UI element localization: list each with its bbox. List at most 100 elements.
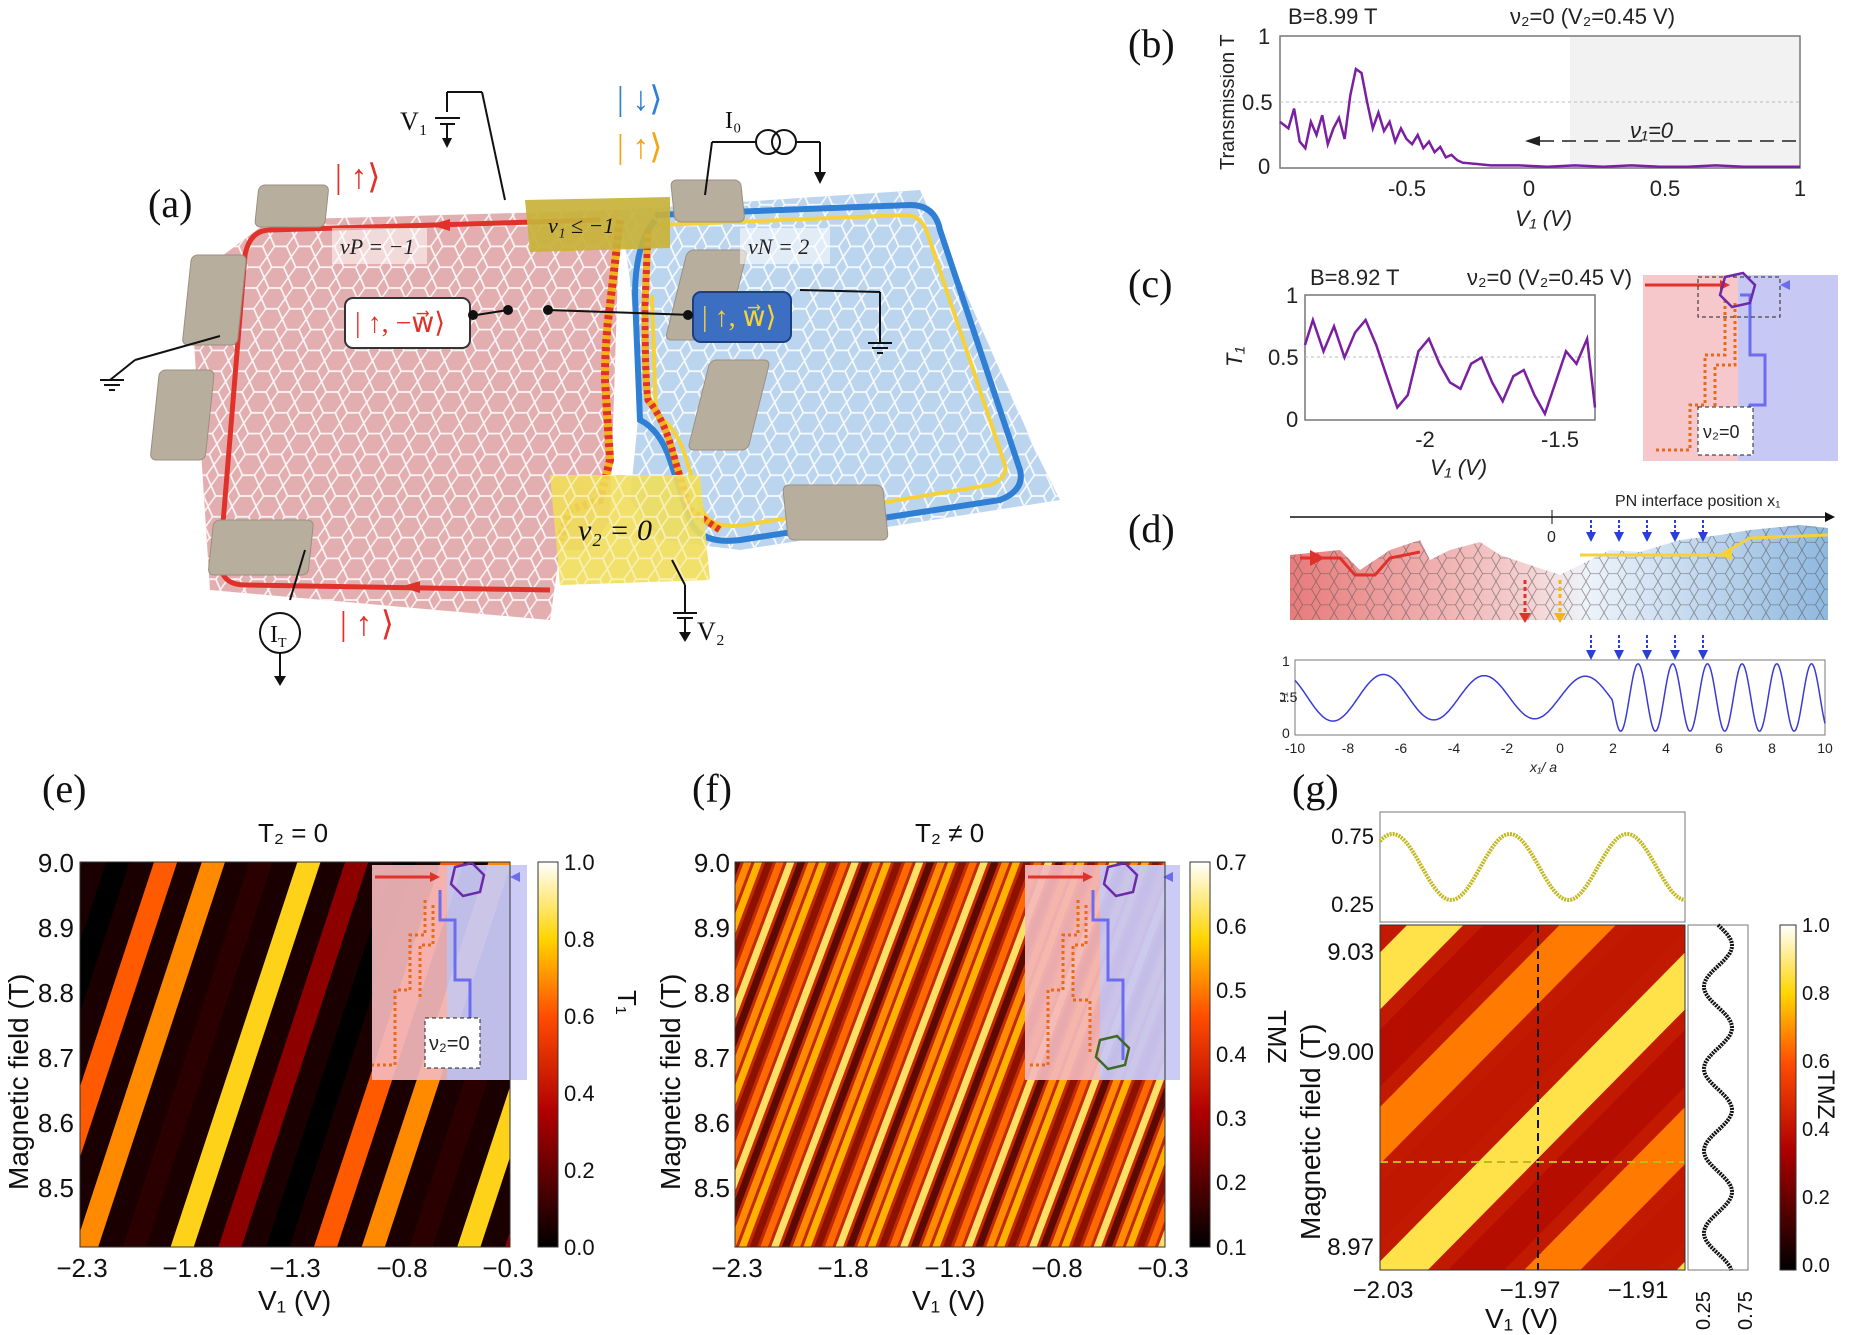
f-stripes-band xyxy=(803,862,956,1247)
d-xtick: 4 xyxy=(1662,740,1670,756)
f-cbtick: 0.2 xyxy=(1216,1170,1247,1195)
f-ytick: 8.7 xyxy=(694,1043,730,1073)
g-cbtick: 0.2 xyxy=(1802,1187,1830,1209)
state-up-orange: | ↑⟩ xyxy=(617,129,663,166)
f-stripes-band xyxy=(735,862,806,1049)
f-ytick: 9.0 xyxy=(694,848,730,878)
b-annotation: ν₁=0 xyxy=(1630,118,1674,143)
d-ylabel: T₁ xyxy=(1280,691,1289,705)
g-cbtick: 0.8 xyxy=(1802,983,1830,1005)
f-colorbar xyxy=(1189,861,1211,1248)
b-xtick-05: 0.5 xyxy=(1650,176,1681,201)
nu-n-label: νN = 2 xyxy=(748,234,809,259)
e-stripes-band xyxy=(122,862,273,1247)
red-edge-channel xyxy=(217,217,601,593)
f-stripes-band xyxy=(735,862,881,1247)
contacts xyxy=(150,179,889,576)
f-stripes-band xyxy=(735,862,795,1020)
f-ylabel: Magnetic field (T) xyxy=(655,974,686,1190)
g-colorbar-ticks: 1.0 0.8 0.6 0.4 0.2 0.0 xyxy=(1802,915,1830,1277)
contact-top-right xyxy=(670,179,745,223)
f-stripes-band xyxy=(735,862,870,1220)
g-ytick: 9.00 xyxy=(1327,1039,1374,1066)
f-stripes-band xyxy=(738,862,892,1247)
g-top-trace xyxy=(1378,832,1686,902)
e-xtick: −1.8 xyxy=(162,1253,213,1283)
f-stripes-band xyxy=(867,862,1021,1247)
c-inset: ν₂=0 xyxy=(1643,271,1838,461)
d-ytick-05: 0.5 xyxy=(1280,689,1298,705)
f-yticks: 9.0 8.9 8.8 8.7 8.6 8.5 xyxy=(694,848,730,1203)
g-stripes-band xyxy=(1380,952,1685,1270)
e-stripes-band xyxy=(457,1086,510,1247)
g-side-xtick: 0.25 xyxy=(1693,1291,1715,1330)
b-series-line xyxy=(1279,66,1800,168)
chart-d: 0 PN interface position x₁ xyxy=(1280,493,1835,775)
g-cbtick: 0.6 xyxy=(1802,1051,1830,1073)
e-colorbar-ticks: 1.0 0.8 0.6 0.4 0.2 0.0 xyxy=(564,850,595,1260)
f-stripes-band xyxy=(760,862,913,1247)
e-stripes-band xyxy=(218,862,369,1247)
e-cbtick: 0.2 xyxy=(564,1158,595,1183)
c-xtick-m15: -1.5 xyxy=(1541,427,1579,452)
g-top-ytick: 0.25 xyxy=(1331,892,1374,917)
c-title-right: ν₂=0 (V₂=0.45 V) xyxy=(1467,265,1632,290)
f-title: T₂ ≠ 0 xyxy=(915,818,984,848)
panel-label-d: (d) xyxy=(1128,506,1175,551)
d-xtick: 8 xyxy=(1768,740,1776,756)
d-xtick: -10 xyxy=(1285,740,1305,756)
current-meter-it xyxy=(259,549,306,676)
g-cbtick: 0.0 xyxy=(1802,1255,1830,1277)
panel-label-g: (g) xyxy=(1292,766,1339,811)
e-cbtick: 1.0 xyxy=(564,850,595,875)
e-stripes-band xyxy=(558,842,640,1267)
f-cbtick: 0.3 xyxy=(1216,1106,1247,1131)
f-colorbar-ticks: 0.7 0.6 0.5 0.4 0.3 0.2 0.1 xyxy=(1216,850,1247,1260)
d-xtick: 10 xyxy=(1817,740,1833,756)
b-xticks: -0.5 0 0.5 1 xyxy=(1388,176,1806,201)
contact-right-2 xyxy=(688,359,770,451)
d-xtick: 2 xyxy=(1609,740,1617,756)
d-axis-label: PN interface position x₁ xyxy=(1615,493,1780,510)
chart-f: T₂ ≠ 0 9.0 8.9 8.8 8.7 8.6 8.5 −2.3 −1.8… xyxy=(655,818,1290,1316)
g-top-ytick: 0.75 xyxy=(1331,824,1374,849)
f-xtick: −1.8 xyxy=(817,1253,868,1283)
f-xlabel: V₁ (V) xyxy=(912,1285,985,1316)
gate-v2-label: ν₂ = 0 xyxy=(578,514,652,547)
panel-label-f: (f) xyxy=(692,766,732,811)
e-xtick: −0.3 xyxy=(482,1253,533,1283)
e-stripes-band xyxy=(80,862,225,1247)
c-title-left: B=8.92 T xyxy=(1310,265,1400,290)
d-xtick: -2 xyxy=(1501,740,1514,756)
f-stripes-band xyxy=(1093,1057,1165,1247)
e-ytick: 8.5 xyxy=(38,1173,74,1203)
d-xticks: -10 -8 -6 -4 -2 0 2 4 6 8 10 xyxy=(1285,740,1833,756)
d-xtick: -6 xyxy=(1395,740,1408,756)
g-stripes-band xyxy=(1447,1029,1685,1270)
f-stripes-band xyxy=(814,862,967,1247)
e-xtick: −0.8 xyxy=(376,1253,427,1283)
g-ylabel: Magnetic field (T) xyxy=(1295,1024,1326,1240)
e-ytick: 8.9 xyxy=(38,913,74,943)
d-xtick: 6 xyxy=(1715,740,1723,756)
b-ytick-0: 0 xyxy=(1258,154,1270,179)
b-xlabel: V₁ (V) xyxy=(1515,206,1572,231)
d-xlabel: x₁/ a xyxy=(1529,759,1557,775)
f-stripes-band xyxy=(735,862,849,1163)
e-colorbar xyxy=(537,861,559,1248)
c-ytick-0: 0 xyxy=(1286,407,1298,432)
b-title-left: B=8.99 T xyxy=(1288,4,1378,29)
c-yticks: 1 0.5 0 xyxy=(1268,283,1299,432)
contact-left-1 xyxy=(182,254,247,346)
e-xtick: −2.3 xyxy=(56,1253,107,1283)
e-ytick: 9.0 xyxy=(38,848,74,878)
e-cbtick: 0.0 xyxy=(564,1235,595,1260)
f-stripes-band xyxy=(735,862,859,1192)
b-ytick-05: 0.5 xyxy=(1242,90,1273,115)
panel-label-e: (e) xyxy=(42,766,87,811)
chart-b: ν₁=0 B=8.99 T ν₂=0 (V₂=0.45 V) 1 0.5 0 -… xyxy=(1220,4,1806,231)
b-yticks: 1 0.5 0 xyxy=(1242,24,1273,179)
d-ytick-0: 0 xyxy=(1282,725,1290,741)
e-ytick: 8.8 xyxy=(38,978,74,1008)
e-stripes-band xyxy=(606,842,640,1267)
